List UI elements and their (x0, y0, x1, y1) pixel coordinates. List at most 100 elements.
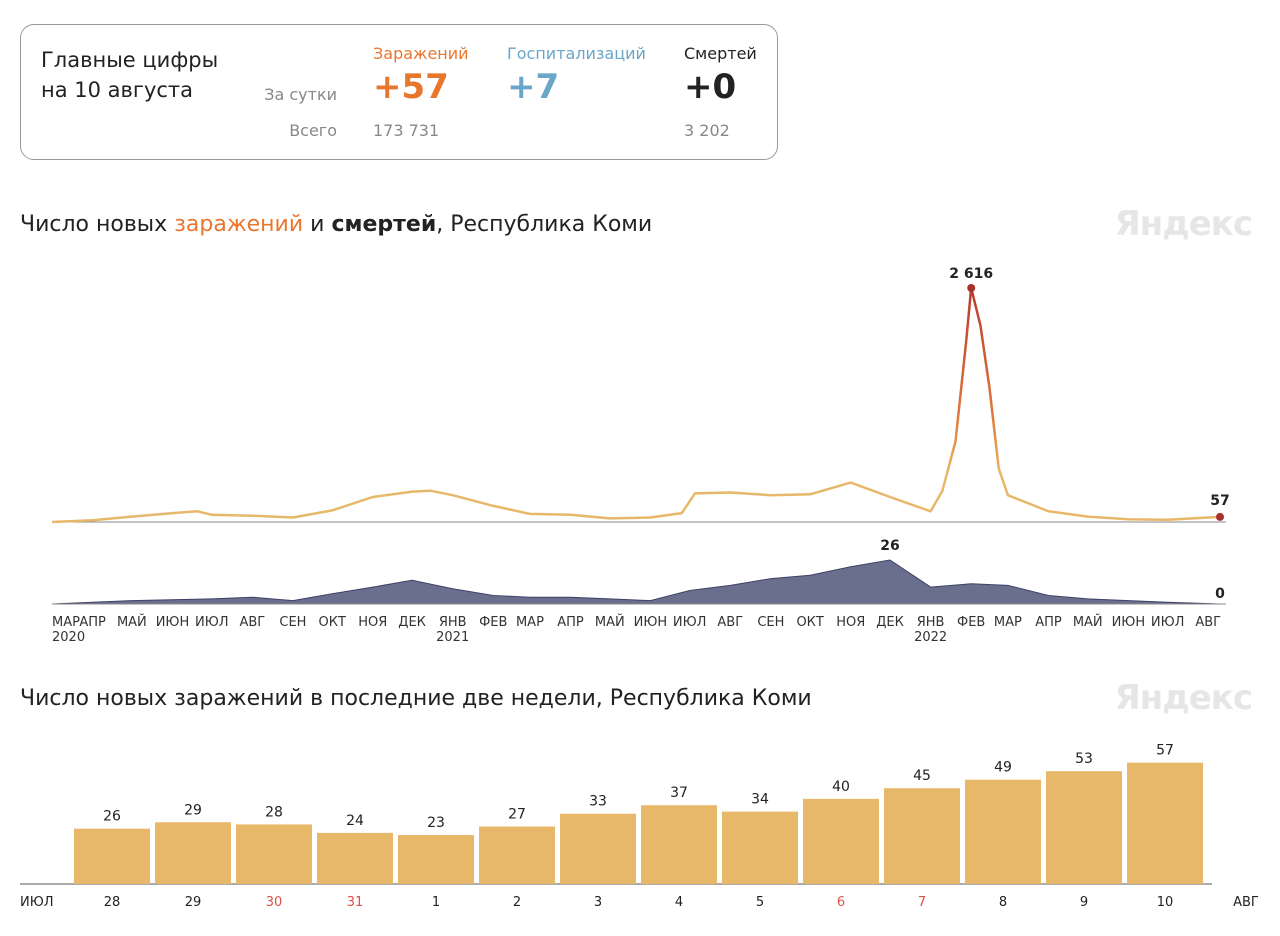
deaths-area (51, 559, 1221, 605)
year-label: 2022 (914, 630, 947, 645)
x-tick-label: ФЕВ (479, 615, 507, 630)
infections-last-label: 57 (1210, 493, 1229, 509)
x-tick-label: ФЕВ (957, 615, 985, 630)
month-left-label: ИЮЛ (20, 895, 54, 910)
x-tick-label: ИЮЛ (195, 615, 229, 630)
total-label: Всего (289, 121, 337, 140)
x-tick-label: АВГ (239, 615, 265, 630)
x-tick-label: МАР (516, 615, 544, 630)
hospitalizations-label: Госпитализаций (507, 44, 646, 63)
bar-category-label: 2 (513, 895, 521, 910)
x-tick-label: ИЮЛ (1151, 615, 1185, 630)
x-tick-label: СЕН (757, 615, 784, 630)
bar-value-label: 53 (1075, 751, 1093, 767)
x-tick-label: АПР (557, 615, 584, 630)
bar (884, 788, 960, 884)
infections-line (51, 286, 1221, 524)
bar (155, 822, 231, 884)
deaths-metric: Смертей +0 3 202 (684, 44, 757, 140)
bar-value-label: 34 (751, 792, 769, 808)
x-tick-label: ДЕК (876, 615, 904, 630)
bar-value-label: 26 (103, 809, 121, 825)
infections-peak-point (967, 284, 976, 292)
deaths-day: +0 (684, 67, 737, 107)
chart1-title-part: Число новых (20, 212, 175, 237)
bar (722, 811, 798, 884)
bar-category-label: 5 (756, 895, 764, 910)
month-right-label: АВГ (1233, 895, 1259, 910)
x-tick-label: АПР (1035, 615, 1062, 630)
bar-value-label: 24 (346, 813, 364, 829)
bar-category-label: 4 (675, 895, 683, 910)
infections-last-point (1216, 512, 1224, 521)
chart1-title: Число новых заражений и смертей, Республ… (20, 212, 652, 237)
x-tick-label: МАЙ (1073, 614, 1103, 630)
infections-peak-label: 2 616 (949, 266, 993, 282)
summary-card: Главные цифры на 10 августа За сутки Все… (20, 24, 778, 160)
x-tick-label: АВГ (717, 615, 743, 630)
bar-category-label: 1 (432, 895, 440, 910)
summary-title: Главные цифры на 10 августа (41, 48, 219, 102)
bar (803, 798, 879, 884)
bar-value-label: 40 (832, 779, 850, 795)
deaths-label: Смертей (684, 44, 757, 63)
bar-category-label: 29 (185, 895, 202, 910)
bar (317, 832, 393, 884)
bar-category-label: 6 (837, 895, 845, 910)
x-tick-label: МАР (52, 615, 80, 630)
bar-category-label: 30 (266, 895, 283, 910)
yandex-watermark: Яндекс (1114, 678, 1253, 718)
bar (74, 828, 150, 884)
bar-value-label: 49 (994, 760, 1012, 776)
bar-category-label: 8 (999, 895, 1007, 910)
x-tick-label: МАЙ (595, 614, 625, 630)
bar (398, 835, 474, 884)
infections-metric: Заражений +57 173 731 (373, 44, 469, 140)
chart2-title: Число новых заражений в последние две не… (20, 686, 812, 711)
deaths-peak-label: 26 (880, 538, 899, 554)
x-tick-label: НОЯ (836, 615, 865, 630)
year-label: 2020 (52, 630, 85, 645)
x-tick-label: ИЮН (634, 615, 668, 630)
x-tick-label: ИЮЛ (673, 615, 707, 630)
chart1-title-infections: заражений (174, 212, 304, 237)
x-tick-label: ОКТ (319, 615, 346, 630)
bar-value-label: 45 (913, 768, 931, 784)
bar (479, 826, 555, 884)
bar-value-label: 37 (670, 785, 688, 801)
x-tick-label: ИЮН (156, 615, 190, 630)
bar-category-label: 10 (1157, 895, 1174, 910)
bar-category-label: 9 (1080, 895, 1088, 910)
infections-label: Заражений (373, 44, 469, 63)
x-tick-label: АПР (79, 615, 106, 630)
chart1-title-deaths: смертей (331, 212, 437, 237)
x-tick-label: НОЯ (358, 615, 387, 630)
x-tick-label: МАР (994, 615, 1022, 630)
hospitalizations-day: +7 (507, 67, 560, 107)
x-tick-label: МАЙ (117, 614, 147, 630)
deaths-total: 3 202 (684, 121, 730, 140)
bar-category-label: 28 (104, 895, 121, 910)
bar-value-label: 33 (589, 794, 607, 810)
infections-day: +57 (373, 67, 449, 107)
bar-value-label: 57 (1156, 743, 1174, 759)
bar-value-label: 23 (427, 815, 445, 831)
bar (1046, 771, 1122, 884)
bar-value-label: 28 (265, 804, 283, 820)
x-tick-label: ИЮН (1112, 615, 1146, 630)
x-tick-label: ЯНВ (439, 615, 467, 630)
bar-value-label: 27 (508, 807, 526, 823)
hospitalizations-metric: Госпитализаций +7 (507, 44, 646, 121)
x-tick-label: АВГ (1195, 615, 1221, 630)
x-tick-label: ЯНВ (917, 615, 945, 630)
x-tick-label: ОКТ (796, 615, 823, 630)
bar-value-label: 29 (184, 802, 202, 818)
infections-total: 173 731 (373, 121, 440, 140)
chart1-title-part: , Республика Коми (436, 212, 653, 237)
bar-category-label: 31 (347, 895, 364, 910)
bar (236, 824, 312, 884)
bar-category-label: 7 (918, 895, 926, 910)
x-tick-label: ДЕК (398, 615, 426, 630)
